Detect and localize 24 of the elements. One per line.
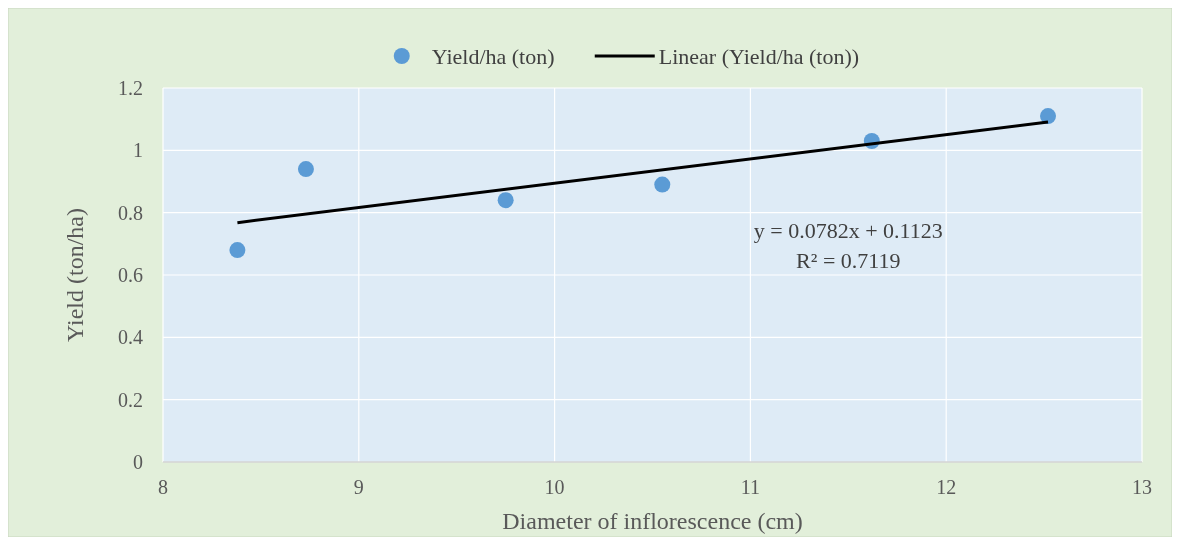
point (1040, 108, 1057, 125)
y-tick-label: 0.8 (118, 201, 143, 224)
point (297, 161, 314, 178)
y-tick-label: 0.6 (118, 264, 143, 286)
point (497, 192, 514, 209)
annotation: y = 0.0782x + 0.1123 (753, 217, 943, 243)
y-tick-label: 1.2 (118, 77, 143, 99)
x-tick-label: 13 (1132, 476, 1152, 498)
y-tick-label: 0.4 (118, 326, 143, 349)
x-tick-label: 9 (353, 476, 364, 498)
point (654, 176, 671, 193)
legend-label: Linear (Yield/ha (ton)) (658, 43, 860, 69)
x-tick-label: 10 (544, 476, 565, 498)
y-tick-label: 1 (133, 139, 143, 162)
y-tick-label: 0.2 (118, 388, 143, 411)
x-tick-label: 8 (158, 476, 168, 498)
annotation: R² = 0.7119 (796, 247, 901, 273)
x-axis-title: Diameter of inflorescence (cm) (502, 508, 803, 534)
y-axis-title: Yield (ton/ha) (62, 208, 88, 342)
x-tick-label: 12 (936, 476, 957, 498)
x-tick-label: 11 (740, 476, 761, 498)
legend-label: Yield/ha (ton) (431, 43, 555, 69)
point (229, 242, 246, 259)
y-tick-label: 0 (133, 451, 143, 473)
